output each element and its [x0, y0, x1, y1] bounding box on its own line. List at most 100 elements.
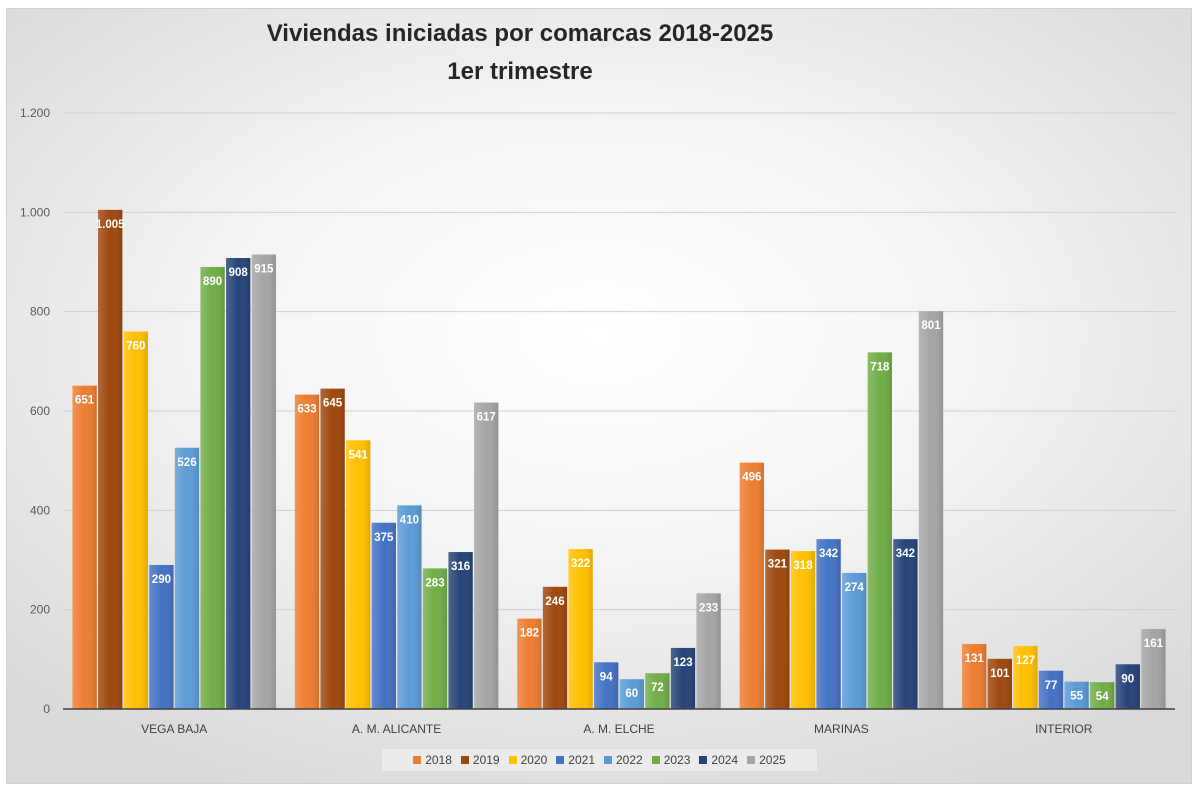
- bar-shading: [765, 549, 790, 709]
- legend-item: 2023: [651, 753, 691, 767]
- bar-shading: [867, 352, 892, 709]
- data-label: 718: [870, 361, 890, 373]
- bar-shading: [123, 331, 148, 709]
- x-tick-label: A. M. ALICANTE: [352, 722, 441, 736]
- data-label: 90: [1121, 673, 1134, 685]
- legend-label: 2019: [472, 753, 500, 767]
- data-label: 915: [254, 264, 274, 276]
- bar-shading: [1013, 645, 1038, 709]
- bar-shading: [200, 266, 225, 709]
- bar-shading: [962, 643, 987, 709]
- legend-swatch: [460, 756, 469, 764]
- data-label: 101: [990, 668, 1010, 680]
- bar-shading: [568, 549, 593, 709]
- y-tick-label: 1.200: [20, 106, 50, 120]
- bar-shading: [739, 462, 764, 709]
- legend-label: 2020: [520, 753, 548, 767]
- legend-label: 2023: [663, 753, 691, 767]
- bar-shading: [397, 505, 422, 709]
- bar-shading: [294, 394, 320, 709]
- legend-swatch: [604, 756, 612, 764]
- y-axis-ticks: 0 200 400 600 800 1.000 1.200: [20, 106, 50, 716]
- data-label: 246: [545, 596, 564, 608]
- legend-label: 2025: [759, 753, 786, 767]
- data-label: 283: [425, 577, 444, 589]
- legend-swatch: [413, 756, 422, 764]
- data-label: 123: [673, 657, 692, 669]
- data-label: 908: [229, 267, 249, 279]
- bar-shading: [174, 447, 200, 709]
- data-label: 72: [651, 682, 664, 694]
- data-label: 290: [152, 574, 171, 586]
- bar-shading: [474, 402, 499, 709]
- legend-item: 2024: [699, 753, 738, 767]
- bar-shading: [594, 662, 619, 709]
- bar-shading: [149, 564, 174, 709]
- bar-shading: [1090, 682, 1115, 709]
- bar-shading: [98, 209, 123, 709]
- bar-shading: [645, 673, 670, 709]
- data-label: 633: [297, 404, 316, 416]
- data-label: 617: [477, 412, 496, 424]
- data-label: 77: [1045, 680, 1058, 692]
- legend-swatch: [556, 756, 565, 764]
- legend-label: 2022: [616, 753, 643, 767]
- chart-subtitle: 1er trimestre: [447, 58, 593, 85]
- data-label: 161: [1144, 638, 1164, 650]
- data-label: 375: [374, 532, 394, 544]
- bar-shading: [448, 552, 473, 709]
- data-label: 60: [625, 688, 638, 700]
- data-label: 342: [819, 548, 838, 560]
- data-label: 342: [896, 548, 915, 560]
- data-label: 760: [126, 341, 145, 353]
- bar-shading: [918, 311, 944, 709]
- bar-shading: [542, 586, 568, 709]
- data-label: 274: [845, 582, 865, 594]
- legend-label: 2018: [425, 753, 452, 767]
- legend: 2018 2019 2020 2021 2022 2023 2024 2025: [381, 748, 818, 772]
- bar-shading: [893, 539, 918, 709]
- legend-item: 2019: [460, 753, 500, 767]
- data-label: 645: [323, 398, 343, 410]
- bar-shading: [842, 572, 867, 709]
- bar-shading: [346, 440, 371, 709]
- bar-shading: [72, 385, 97, 709]
- y-tick-label: 200: [30, 603, 50, 617]
- y-tick-label: 800: [30, 305, 50, 319]
- legend-swatch: [699, 756, 708, 764]
- y-tick-label: 1.000: [20, 205, 50, 219]
- bar-shading: [371, 522, 396, 709]
- legend-swatch: [508, 756, 517, 764]
- data-label: 54: [1096, 691, 1109, 703]
- bar-shading: [670, 647, 696, 709]
- legend-item: 2020: [508, 753, 548, 767]
- bar-shading: [619, 679, 644, 709]
- legend-item: 2018: [413, 753, 452, 767]
- chart-title: Viviendas iniciadas por comarcas 2018-20…: [266, 20, 774, 47]
- legend-swatch: [747, 756, 756, 764]
- data-label: 496: [742, 472, 761, 484]
- data-label: 651: [75, 395, 95, 407]
- x-tick-label: MARINAS: [814, 722, 869, 736]
- bar-shading: [226, 258, 251, 709]
- data-label: 801: [921, 320, 941, 332]
- y-tick-label: 0: [43, 702, 50, 716]
- data-label: 55: [1070, 691, 1083, 703]
- data-label: 131: [965, 653, 985, 665]
- legend-swatch: [651, 756, 660, 764]
- x-tick-label: A. M. ELCHE: [583, 722, 654, 736]
- x-tick-label: VEGA BAJA: [141, 722, 207, 736]
- data-label: 318: [793, 560, 813, 572]
- bar-shading: [1064, 681, 1089, 709]
- data-label: 410: [400, 514, 419, 526]
- bar-shading: [1038, 670, 1064, 709]
- bar-shading: [696, 593, 721, 709]
- bar-shading: [1141, 629, 1166, 709]
- data-label: 890: [203, 276, 222, 288]
- legend-label: 2024: [711, 753, 739, 767]
- data-labels: 651 1.005 760 290 526 890 908 915 633 645 541 375 41…: [75, 219, 1164, 703]
- bars: [72, 209, 1166, 710]
- data-label: 233: [699, 602, 718, 614]
- legend-item: 2025: [747, 753, 786, 767]
